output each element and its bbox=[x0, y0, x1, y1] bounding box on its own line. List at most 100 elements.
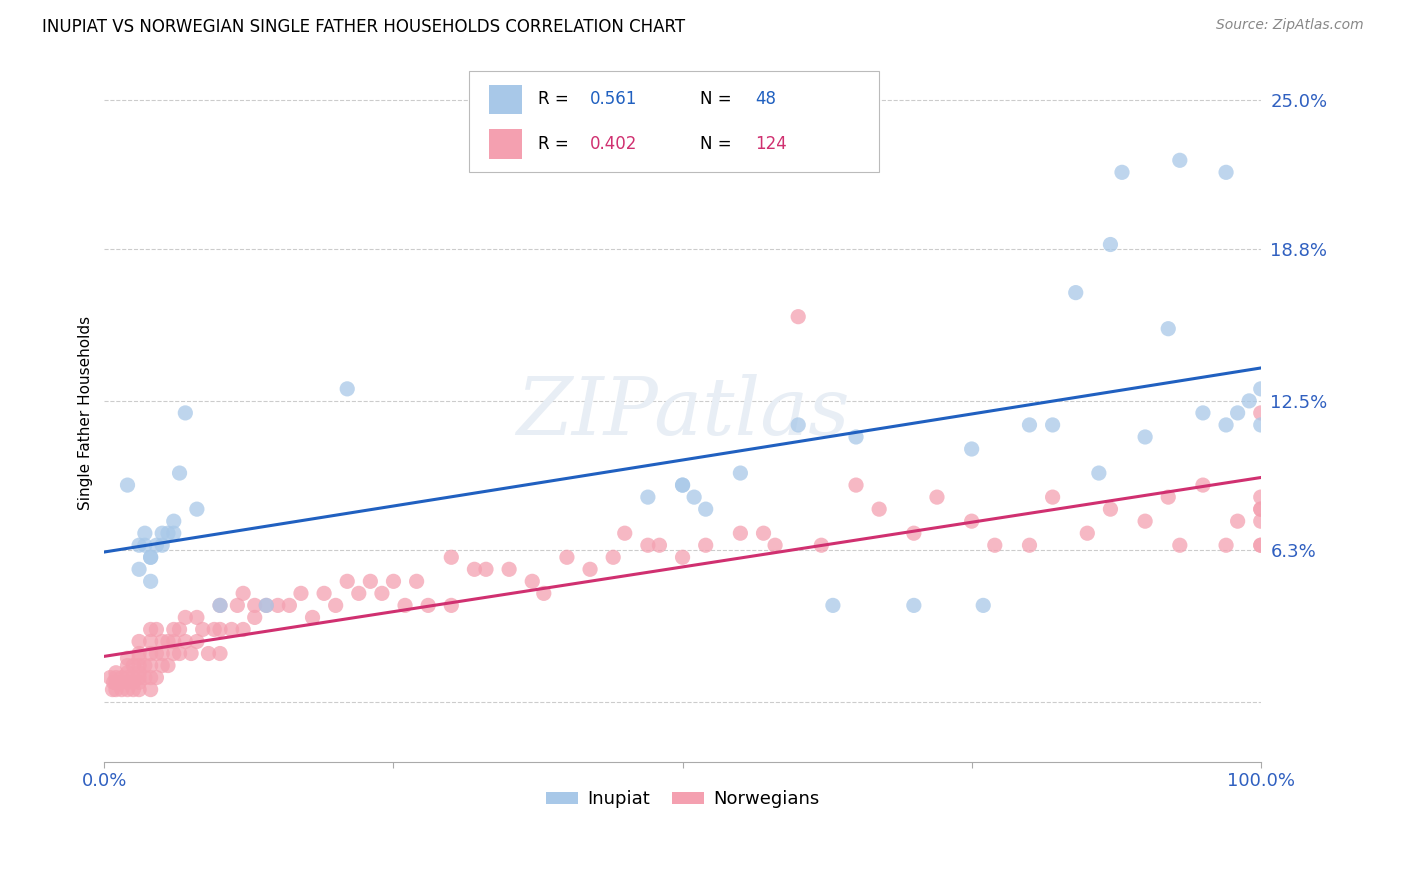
Point bbox=[134, 671, 156, 685]
Point bbox=[134, 538, 156, 552]
Point bbox=[1237, 393, 1260, 408]
Point bbox=[787, 310, 810, 324]
Point bbox=[394, 599, 416, 613]
Point bbox=[730, 526, 752, 541]
Point bbox=[117, 675, 139, 690]
Point bbox=[475, 562, 498, 576]
Point bbox=[226, 599, 249, 613]
Point bbox=[169, 466, 191, 480]
Point bbox=[1088, 466, 1111, 480]
Point bbox=[139, 574, 162, 589]
Point bbox=[156, 526, 179, 541]
Point bbox=[186, 634, 208, 648]
Point bbox=[128, 647, 150, 661]
Point bbox=[683, 490, 706, 504]
Point bbox=[1064, 285, 1087, 300]
Point bbox=[139, 647, 162, 661]
Point bbox=[163, 514, 186, 528]
Point bbox=[117, 478, 139, 492]
Point bbox=[150, 526, 173, 541]
Point bbox=[845, 478, 868, 492]
Point bbox=[163, 623, 186, 637]
Point bbox=[1215, 165, 1237, 179]
Point bbox=[267, 599, 290, 613]
Point bbox=[1226, 514, 1249, 528]
Point bbox=[156, 634, 179, 648]
Point bbox=[405, 574, 427, 589]
Point bbox=[128, 682, 150, 697]
Point bbox=[555, 550, 578, 565]
Point bbox=[810, 538, 832, 552]
Point bbox=[243, 599, 266, 613]
Point bbox=[128, 562, 150, 576]
Point bbox=[104, 675, 127, 690]
Point bbox=[232, 623, 254, 637]
Point bbox=[1250, 502, 1272, 516]
Point bbox=[336, 382, 359, 396]
Point bbox=[325, 599, 347, 613]
Point bbox=[254, 599, 277, 613]
Point bbox=[117, 671, 139, 685]
Point bbox=[752, 526, 775, 541]
Point bbox=[232, 586, 254, 600]
Point bbox=[163, 526, 186, 541]
Point bbox=[1133, 514, 1156, 528]
Point bbox=[186, 610, 208, 624]
Point bbox=[1250, 406, 1272, 420]
Point bbox=[1226, 406, 1249, 420]
Point bbox=[139, 671, 162, 685]
Point bbox=[1215, 417, 1237, 432]
Text: R =: R = bbox=[538, 135, 574, 153]
Point bbox=[821, 599, 844, 613]
Point bbox=[174, 610, 197, 624]
Point bbox=[1250, 538, 1272, 552]
Point bbox=[533, 586, 555, 600]
Point bbox=[1111, 165, 1133, 179]
Point bbox=[202, 623, 225, 637]
Point bbox=[1192, 478, 1215, 492]
Point bbox=[1157, 322, 1180, 336]
Point bbox=[648, 538, 671, 552]
Point bbox=[163, 647, 186, 661]
Point bbox=[169, 647, 191, 661]
Point bbox=[903, 599, 925, 613]
Point bbox=[984, 538, 1007, 552]
Point bbox=[111, 671, 134, 685]
Point bbox=[336, 574, 359, 589]
Point bbox=[602, 550, 624, 565]
Point bbox=[139, 550, 162, 565]
Point bbox=[103, 675, 125, 690]
Point bbox=[191, 623, 214, 637]
Point bbox=[637, 538, 659, 552]
Point bbox=[1250, 382, 1272, 396]
Point bbox=[972, 599, 994, 613]
Point bbox=[1099, 237, 1122, 252]
Point bbox=[128, 675, 150, 690]
Point bbox=[221, 623, 243, 637]
Point bbox=[169, 623, 191, 637]
Point bbox=[418, 599, 440, 613]
Point bbox=[122, 658, 145, 673]
Point bbox=[145, 647, 167, 661]
Point bbox=[301, 610, 323, 624]
Point bbox=[1018, 538, 1040, 552]
Point bbox=[117, 651, 139, 665]
Point bbox=[128, 538, 150, 552]
Point bbox=[139, 550, 162, 565]
Point bbox=[522, 574, 544, 589]
Point bbox=[671, 478, 693, 492]
Point bbox=[787, 417, 810, 432]
Point bbox=[208, 623, 231, 637]
Text: INUPIAT VS NORWEGIAN SINGLE FATHER HOUSEHOLDS CORRELATION CHART: INUPIAT VS NORWEGIAN SINGLE FATHER HOUSE… bbox=[42, 18, 685, 36]
Point bbox=[278, 599, 301, 613]
Point bbox=[111, 682, 134, 697]
Point bbox=[1250, 502, 1272, 516]
Point bbox=[128, 658, 150, 673]
Point bbox=[1042, 417, 1064, 432]
Point bbox=[128, 665, 150, 680]
Point bbox=[197, 647, 219, 661]
Point bbox=[254, 599, 277, 613]
Point bbox=[128, 651, 150, 665]
Point bbox=[359, 574, 381, 589]
Text: Source: ZipAtlas.com: Source: ZipAtlas.com bbox=[1216, 18, 1364, 32]
